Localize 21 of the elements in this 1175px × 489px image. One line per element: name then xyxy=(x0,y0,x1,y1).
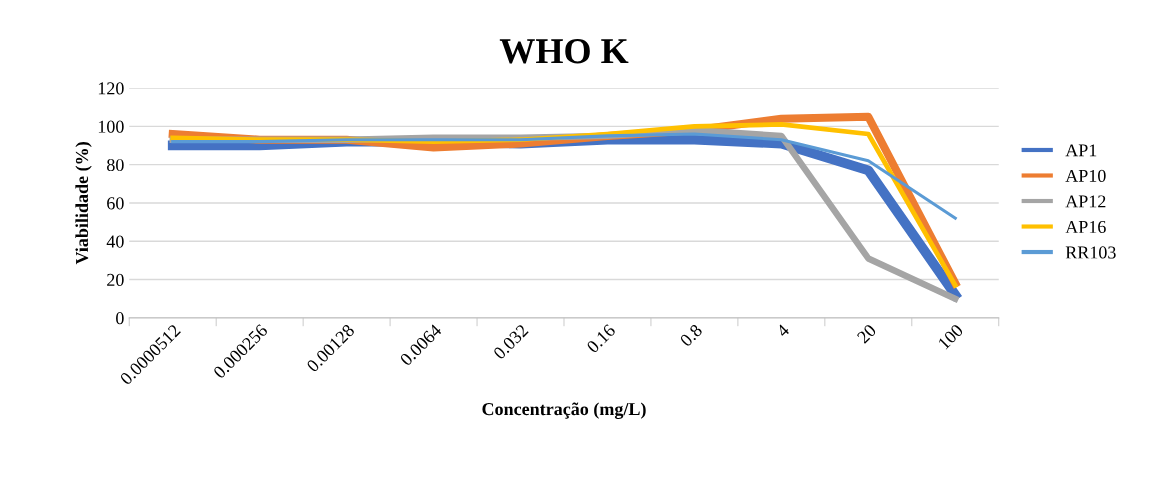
x-axis-title: Concentração (mg/L) xyxy=(482,402,646,419)
legend-label: AP12 xyxy=(1065,195,1106,208)
y-tick-label: 20 xyxy=(107,273,124,286)
y-tick-label: 80 xyxy=(107,158,124,172)
legend-label: RR103 xyxy=(1065,246,1116,259)
y-tick-label: 40 xyxy=(106,235,124,248)
y-tick-label: 100 xyxy=(98,120,124,133)
chart-title: WHO K xyxy=(499,39,629,64)
legend-label: AP1 xyxy=(1065,144,1097,157)
y-tick-label: 120 xyxy=(98,82,124,95)
line-series xyxy=(171,132,957,220)
x-tick-label: 100 xyxy=(937,323,964,350)
y-axis-title: Viabilidade (%) xyxy=(75,142,92,265)
legend-label: AP16 xyxy=(1065,220,1106,234)
legend-label: AP10 xyxy=(1065,169,1106,182)
x-tick-label: 4 xyxy=(775,323,791,338)
y-tick-label: 60 xyxy=(107,197,124,210)
x-tick-label: 20 xyxy=(856,323,877,344)
x-tick-label: 0.16 xyxy=(585,323,617,354)
x-tick-label: 0.8 xyxy=(679,323,703,348)
y-tick-label: 0 xyxy=(116,312,124,325)
